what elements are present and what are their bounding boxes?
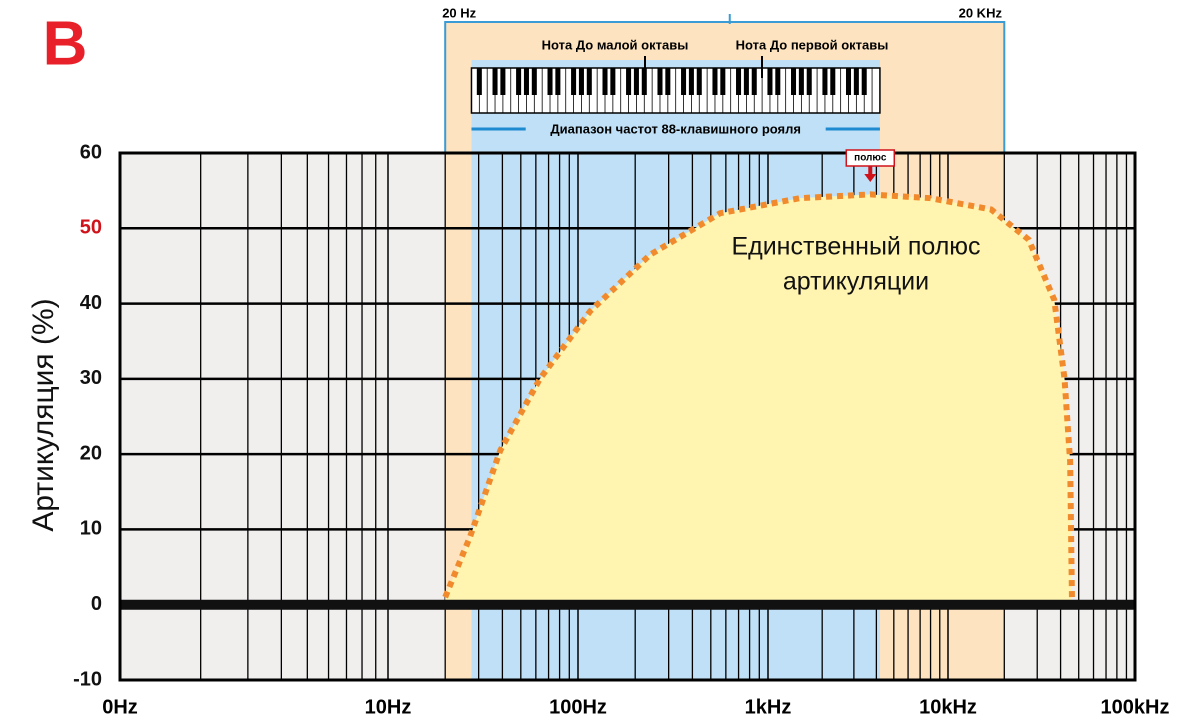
curve-label: Единственный полюс xyxy=(731,233,980,261)
y-tick-label: 50 xyxy=(80,217,102,239)
black-key xyxy=(571,68,577,95)
black-key xyxy=(696,68,702,95)
black-key xyxy=(861,68,867,95)
black-key xyxy=(712,68,718,95)
y-tick-label: -10 xyxy=(73,668,102,690)
black-key xyxy=(767,68,773,95)
curve-label: артикуляции xyxy=(783,268,929,296)
panel-label: B xyxy=(43,9,88,78)
black-key xyxy=(555,68,561,95)
black-key xyxy=(736,68,742,95)
x-tick-label: 100Hz xyxy=(549,696,607,718)
black-key xyxy=(665,68,671,95)
y-axis-label: Артикуляция (%) xyxy=(27,298,60,531)
black-key xyxy=(775,68,781,95)
black-key xyxy=(798,68,804,95)
black-key xyxy=(523,68,529,95)
y-tick-label: 30 xyxy=(80,367,102,389)
range-start-label: 20 Hz xyxy=(442,5,476,20)
area-fill xyxy=(445,194,1072,605)
black-key xyxy=(751,68,757,95)
pole-arrow xyxy=(864,166,877,182)
black-key xyxy=(806,68,812,95)
y-tick-label: 10 xyxy=(80,518,102,540)
y-tick-label: 20 xyxy=(80,442,102,464)
black-key xyxy=(626,68,632,95)
black-key xyxy=(633,68,639,95)
black-key xyxy=(822,68,828,95)
plot-frame xyxy=(118,151,1137,682)
black-key xyxy=(853,68,859,95)
black-key xyxy=(641,68,647,95)
x-tick-label: 1kHz xyxy=(745,696,792,718)
range-end-label: 20 KHz xyxy=(959,5,1003,20)
black-key xyxy=(586,68,592,95)
articulation-curve xyxy=(442,191,1075,599)
x-tick-label: 10Hz xyxy=(365,696,412,718)
black-key xyxy=(492,68,498,95)
black-key xyxy=(681,68,687,95)
x-tick-label: 100kHz xyxy=(1101,696,1170,718)
piano-caption: Диапазон частот 88-клавишного рояля xyxy=(550,121,801,136)
black-key xyxy=(845,68,852,95)
pole-label: полюс xyxy=(854,153,887,164)
black-key xyxy=(500,68,506,95)
black-key xyxy=(610,68,616,95)
black-key xyxy=(830,68,836,95)
x-tick-label: 0Hz xyxy=(102,696,138,718)
black-key xyxy=(791,68,797,95)
y-tick-label: 0 xyxy=(91,593,102,615)
note-label: Нота До первой октавы xyxy=(736,37,889,52)
black-key xyxy=(531,68,537,95)
black-key xyxy=(578,68,584,95)
black-key xyxy=(657,68,663,95)
caption-bg xyxy=(525,120,826,138)
x-tick-label: 10kHz xyxy=(919,696,977,718)
black-key xyxy=(688,68,694,95)
black-key xyxy=(743,68,749,95)
black-key xyxy=(602,68,608,95)
y-tick-label: 40 xyxy=(80,292,102,314)
black-key xyxy=(476,68,482,95)
note-label: Нота До малой октавы xyxy=(542,37,689,52)
black-key xyxy=(720,68,726,95)
black-key xyxy=(516,68,522,95)
y-tick-label: 60 xyxy=(80,141,102,163)
black-key xyxy=(547,68,553,95)
